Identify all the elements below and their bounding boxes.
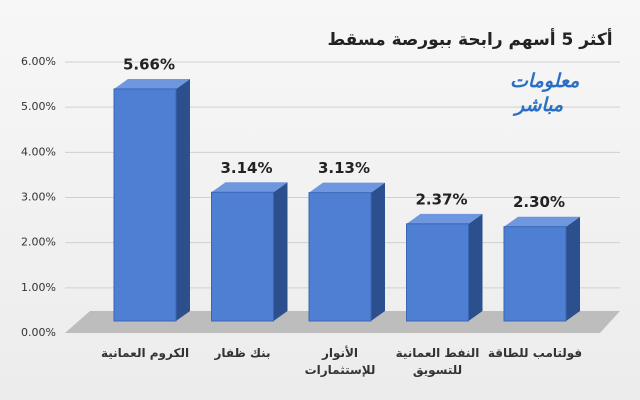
bar-side (273, 182, 288, 321)
bar-front (503, 226, 567, 322)
bar (211, 182, 288, 322)
bar-front (113, 88, 177, 322)
bar-side (566, 216, 580, 321)
bar (503, 216, 580, 322)
logo-text: مباشر (515, 94, 564, 116)
bar-side (468, 213, 483, 321)
bar-top (406, 213, 483, 224)
bar-side (371, 182, 385, 321)
x-tick-label: النفط العمانية للتسويق (395, 346, 480, 377)
bar-side (176, 78, 190, 321)
value-label: 2.30% (513, 193, 565, 211)
value-label: 3.14% (220, 159, 272, 177)
logo-text: معلومات (510, 70, 580, 92)
x-tick-label: فولتامب للطاقة (487, 346, 583, 360)
y-tick-label: 1.00% (21, 281, 56, 294)
value-label: 2.37% (415, 190, 467, 208)
bar (308, 182, 385, 322)
x-tick-label: الكروم العمانية (100, 346, 190, 360)
y-tick-label: 0.00% (21, 326, 56, 339)
bar-top (114, 78, 190, 89)
x-tick-label: الأنوار للإستثمارات (304, 346, 376, 377)
y-tick-label: 4.00% (21, 145, 56, 158)
bar-front (308, 192, 372, 322)
value-label: 5.66% (123, 55, 175, 73)
floor (65, 311, 620, 333)
bar-top (309, 182, 385, 193)
chart-title: أكثر 5 أسهم رابحة ببورصة مسقط (327, 28, 612, 50)
bar-top (504, 216, 580, 227)
value-label: 3.13% (318, 159, 370, 177)
y-tick-label: 5.00% (21, 100, 56, 113)
x-tick-label: بنك ظفار (214, 346, 271, 360)
bar-front (211, 191, 274, 322)
bar (406, 213, 483, 322)
bar-front (406, 223, 469, 322)
y-tick-label: 6.00% (21, 55, 56, 68)
y-tick-label: 2.00% (21, 236, 56, 249)
y-tick-label: 3.00% (21, 191, 56, 204)
bar-top (211, 182, 288, 193)
bar (113, 78, 190, 322)
